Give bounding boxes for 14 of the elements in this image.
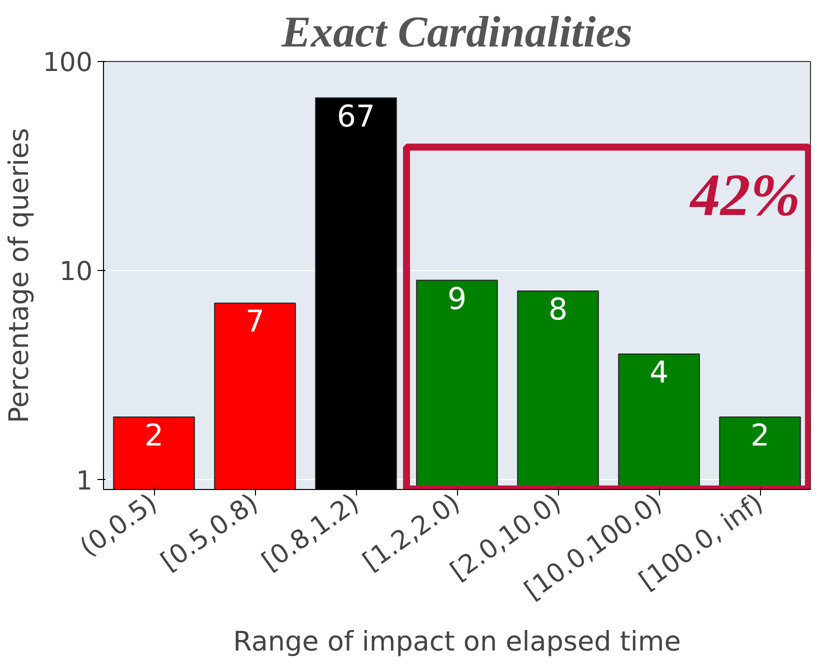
y-tick-label: 100 (42, 48, 93, 78)
chart-title: Exact Cardinalities (280, 8, 632, 56)
y-tick-label: 10 (59, 257, 93, 288)
data-label: 2 (144, 418, 164, 454)
data-label: 4 (649, 356, 669, 391)
data-label: 8 (548, 292, 568, 328)
y-axis-title: Percentage of queries (4, 128, 35, 424)
data-label: 9 (447, 282, 467, 317)
data-label: 7 (245, 304, 265, 340)
x-axis-title: Range of impact on elapsed time (233, 626, 681, 658)
annotation: 42% (689, 162, 800, 228)
data-label: 67 (336, 99, 376, 134)
y-tick-label: 1 (76, 466, 93, 496)
data-label: 2 (750, 418, 770, 454)
